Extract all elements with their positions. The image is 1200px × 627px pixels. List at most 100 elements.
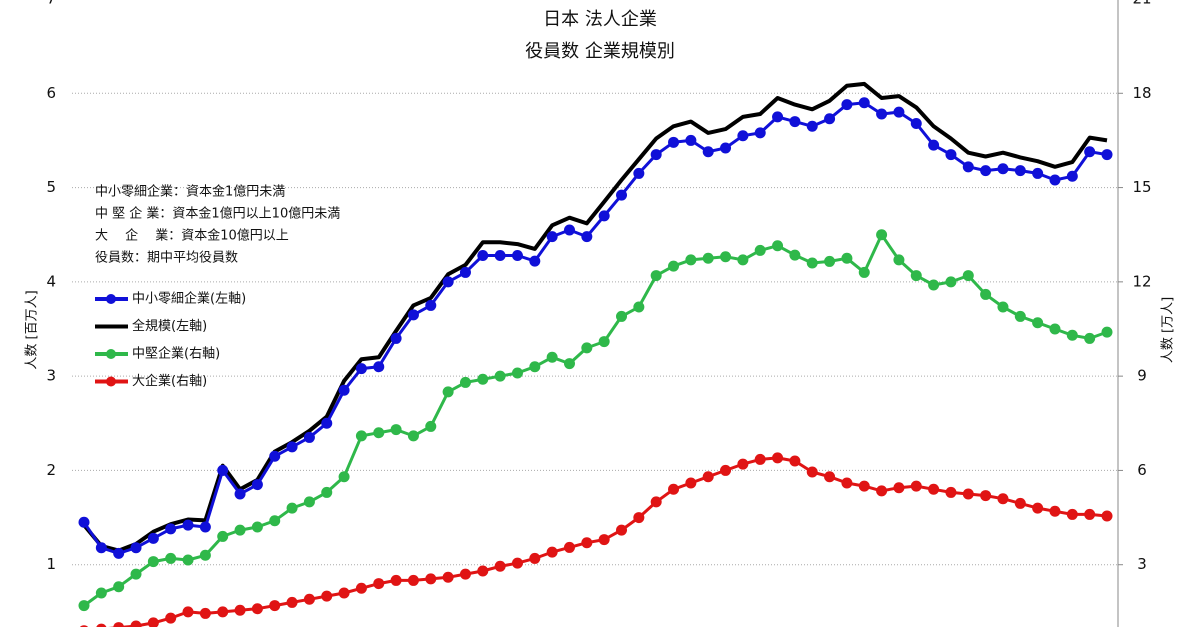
point (720, 251, 732, 263)
point (390, 424, 402, 436)
point (459, 266, 471, 278)
point (95, 587, 107, 599)
point (928, 279, 940, 291)
point (563, 358, 575, 370)
point (1014, 165, 1026, 177)
point (997, 301, 1009, 313)
point (269, 450, 281, 462)
point (182, 554, 194, 566)
point (303, 496, 315, 508)
point (737, 458, 749, 470)
point (511, 557, 523, 569)
point (668, 260, 680, 272)
point (199, 607, 211, 619)
legend-marker (106, 294, 116, 304)
point (1014, 310, 1026, 322)
legend-label: 中堅企業(右軸) (132, 346, 220, 362)
point (477, 249, 489, 261)
legend-marker (106, 349, 116, 359)
point (581, 342, 593, 354)
point (980, 490, 992, 502)
point (182, 606, 194, 618)
point (650, 496, 662, 508)
point (841, 477, 853, 489)
point (720, 142, 732, 154)
chart-title: 日本 法人企業 (543, 9, 657, 30)
point (893, 254, 905, 266)
annotation: 中 堅 企 業：資本金1億円以上10億円未満 (95, 206, 340, 222)
point (824, 255, 836, 267)
point (702, 252, 714, 264)
point (425, 299, 437, 311)
point (563, 224, 575, 236)
point (546, 351, 558, 363)
point (720, 464, 732, 476)
point (165, 612, 177, 624)
point (910, 480, 922, 492)
chart-subtitle: 役員数 企業規模別 (525, 41, 675, 62)
point (598, 534, 610, 546)
point (824, 113, 836, 125)
point (789, 455, 801, 467)
point (685, 254, 697, 266)
point (147, 556, 159, 568)
y-tick-label: 5 (46, 178, 56, 196)
y2-tick-label: 15 (1132, 178, 1151, 196)
point (494, 370, 506, 382)
point (1101, 149, 1113, 161)
point (130, 542, 142, 554)
annotation: 中小零細企業：資本金1億円未満 (95, 184, 285, 200)
point (806, 120, 818, 132)
point (217, 606, 229, 618)
point (338, 471, 350, 483)
point (893, 482, 905, 494)
point (1049, 505, 1061, 517)
point (546, 231, 558, 243)
y2-tick-label: 9 (1137, 367, 1147, 385)
point (841, 99, 853, 111)
point (806, 257, 818, 269)
point (78, 516, 90, 528)
point (1066, 508, 1078, 520)
legend-label: 中小零細企業(左軸) (132, 291, 246, 307)
point (650, 149, 662, 161)
point (980, 288, 992, 300)
y2-tick-label: 18 (1132, 84, 1151, 102)
point (511, 249, 523, 261)
point (581, 231, 593, 243)
point (893, 106, 905, 118)
point (182, 519, 194, 531)
y-tick-label: 1 (46, 555, 56, 573)
point (1032, 317, 1044, 329)
point (251, 603, 263, 615)
legend-label: 大企業(右軸) (132, 373, 207, 389)
point (529, 552, 541, 564)
point (876, 485, 888, 497)
point (1032, 502, 1044, 514)
point (858, 97, 870, 109)
point (373, 361, 385, 373)
y-tick-label: 2 (46, 461, 56, 479)
point (1014, 497, 1026, 509)
point (511, 367, 523, 379)
point (1101, 510, 1113, 522)
point (217, 464, 229, 476)
point (78, 600, 90, 612)
point (459, 376, 471, 388)
point (269, 515, 281, 527)
point (1101, 326, 1113, 338)
point (338, 384, 350, 396)
point (459, 568, 471, 580)
point (442, 571, 454, 583)
point (789, 116, 801, 128)
point (546, 546, 558, 558)
point (199, 549, 211, 561)
point (390, 574, 402, 586)
point (147, 617, 159, 627)
point (303, 431, 315, 443)
point (477, 565, 489, 577)
point (442, 276, 454, 288)
point (251, 479, 263, 491)
point (806, 466, 818, 478)
